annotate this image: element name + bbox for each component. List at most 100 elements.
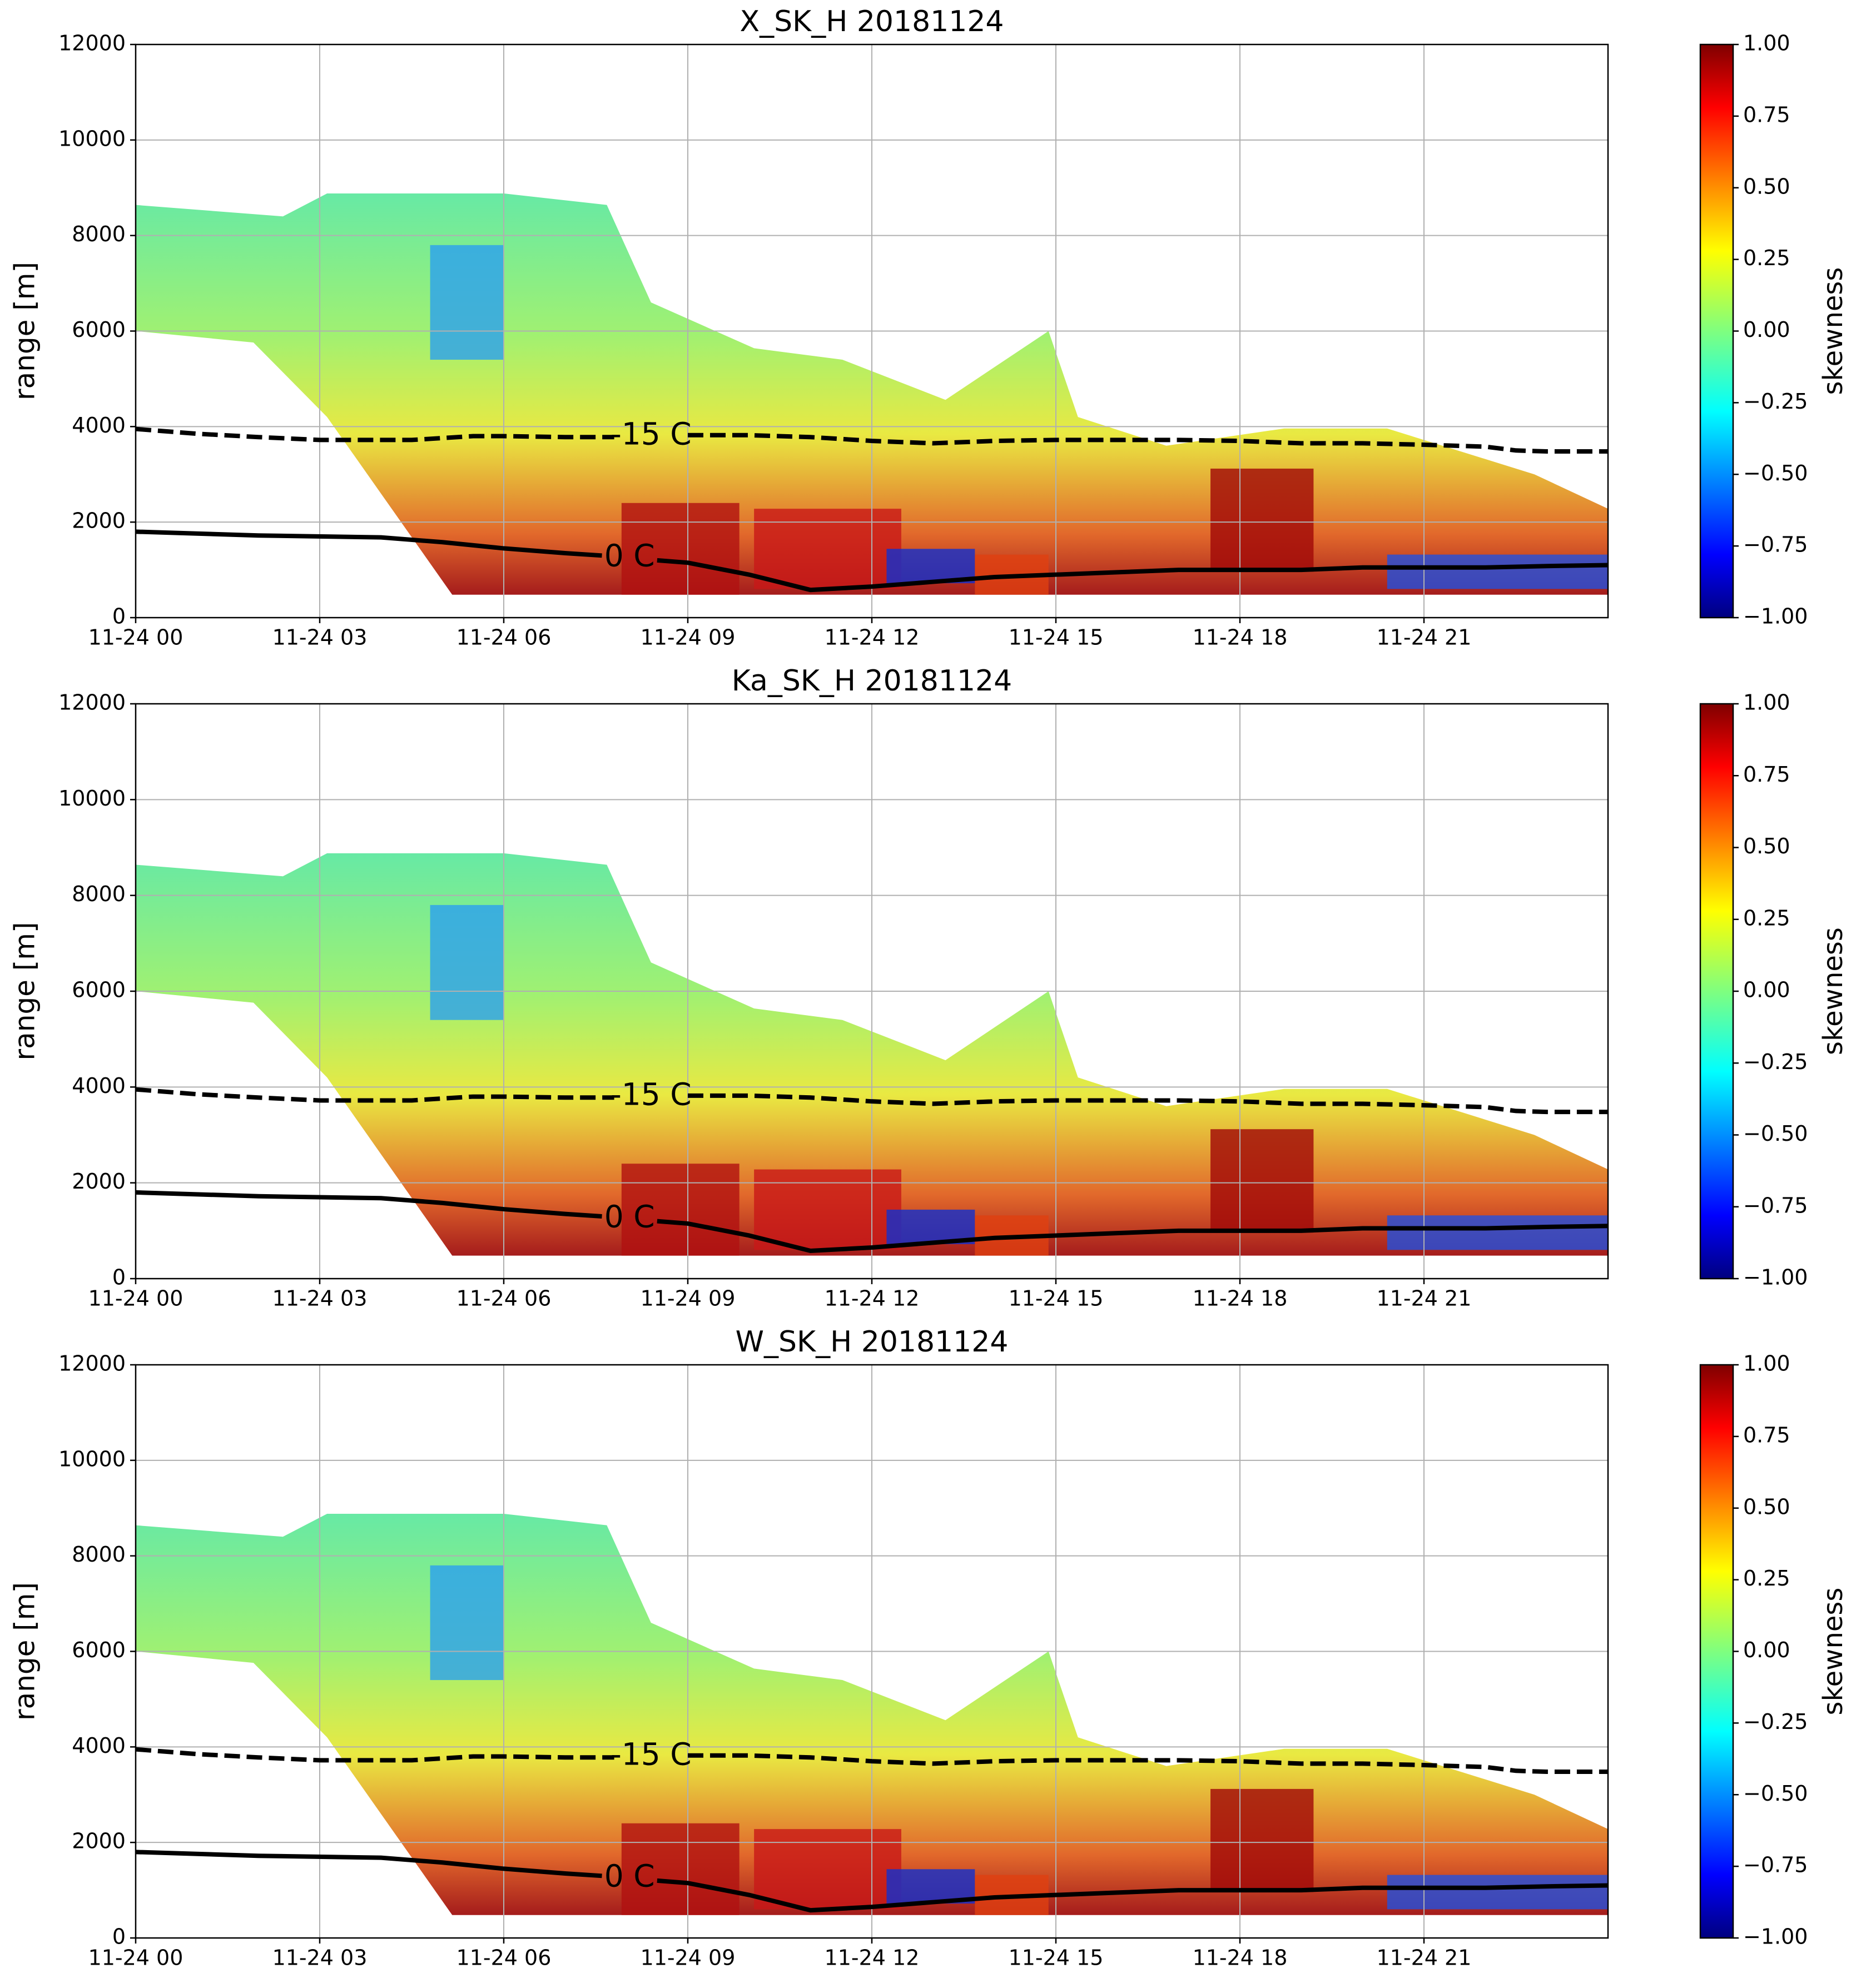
- y-tick-label: 8000: [72, 1542, 126, 1567]
- y-tick-label: 2000: [72, 1169, 126, 1194]
- colorbar-tick-label: −0.75: [1743, 1193, 1808, 1217]
- y-tick-label: 8000: [72, 882, 126, 906]
- colorbar-tick-label: 0.75: [1743, 1423, 1790, 1447]
- echo-blob: [621, 1823, 740, 1915]
- x-tick-label: 11-24 00: [88, 1286, 183, 1311]
- colorbar: [1699, 703, 1734, 1280]
- colorbar-tick-label: −1.00: [1743, 1925, 1808, 1949]
- x-tick-label: 11-24 06: [456, 625, 552, 650]
- plot-area: [136, 1365, 1608, 1938]
- x-tick-label: 11-24 03: [272, 1286, 368, 1311]
- colorbar-tick-label: 1.00: [1743, 690, 1790, 715]
- x-tick-label: 11-24 18: [1193, 625, 1288, 650]
- echo-blob: [430, 1565, 504, 1681]
- contour-label: 0 C: [604, 538, 655, 574]
- contour-label: 0 C: [604, 1858, 655, 1894]
- x-tick-label: 11-24 06: [456, 1286, 552, 1311]
- echo-blob: [1387, 554, 1608, 589]
- colorbar-tick-label: −0.50: [1743, 461, 1808, 485]
- colorbar-tick-label: 0.75: [1743, 762, 1790, 787]
- echo-blob: [430, 904, 504, 1020]
- colorbar-tick-label: 0.25: [1743, 1566, 1790, 1591]
- y-tick-label: 10000: [58, 1447, 126, 1471]
- y-tick-label: 4000: [72, 413, 126, 438]
- x-tick-label: 11-24 21: [1377, 1946, 1472, 1970]
- isotherm-line: [136, 1087, 1608, 1115]
- echo-blob: [621, 1164, 740, 1256]
- y-tick-label: 4000: [72, 1073, 126, 1098]
- y-axis-label: range [m]: [9, 262, 41, 400]
- colorbar-tick-label: −0.25: [1743, 1709, 1808, 1734]
- x-tick-label: 11-24 15: [1009, 1946, 1104, 1970]
- x-tick-label: 11-24 15: [1009, 625, 1104, 650]
- plot-area: [136, 704, 1608, 1279]
- x-tick-label: 11-24 12: [825, 1946, 920, 1970]
- colorbar-tick-label: −1.00: [1743, 604, 1808, 629]
- colorbar-tick-label: −0.50: [1743, 1781, 1808, 1806]
- contour-label: -15 C: [611, 416, 692, 452]
- colorbar-label: skewness: [1818, 1588, 1849, 1716]
- y-tick-label: 6000: [72, 317, 126, 342]
- colorbar-tick-label: 0.25: [1743, 246, 1790, 270]
- colorbar-tick-label: 0.00: [1743, 978, 1790, 1002]
- contour-label: -15 C: [611, 1737, 692, 1772]
- y-tick-label: 8000: [72, 222, 126, 246]
- x-tick-label: 11-24 15: [1009, 1286, 1104, 1311]
- x-tick-label: 11-24 18: [1193, 1946, 1288, 1970]
- plot-area: [136, 44, 1608, 618]
- echo-blob: [1387, 1875, 1608, 1910]
- echo-blob: [754, 509, 901, 589]
- echo-blob: [1210, 1129, 1314, 1233]
- chart-title: X_SK_H 20181124: [740, 5, 1004, 38]
- x-tick-label: 11-24 21: [1377, 1286, 1472, 1311]
- colorbar-tick-label: −1.00: [1743, 1265, 1808, 1290]
- isotherm-line: [136, 1747, 1608, 1775]
- isotherm-line: [136, 1850, 1608, 1913]
- x-tick-label: 11-24 06: [456, 1946, 552, 1970]
- y-tick-label: 0: [112, 604, 126, 629]
- colorbar-tick-label: −0.25: [1743, 389, 1808, 414]
- colorbar-tick-label: −0.75: [1743, 1853, 1808, 1877]
- y-tick-label: 2000: [72, 509, 126, 533]
- isotherm-line: [136, 1190, 1608, 1254]
- y-tick-label: 10000: [58, 126, 126, 151]
- x-tick-label: 11-24 12: [825, 1286, 920, 1311]
- colorbar-label: skewness: [1818, 927, 1849, 1055]
- colorbar-tick-label: 0.50: [1743, 1494, 1790, 1519]
- y-axis-label: range [m]: [9, 1582, 41, 1721]
- x-tick-label: 11-24 18: [1193, 1286, 1288, 1311]
- x-tick-label: 11-24 21: [1377, 625, 1472, 650]
- contour-label: 0 C: [604, 1199, 655, 1234]
- colorbar-tick-label: 1.00: [1743, 31, 1790, 56]
- colorbar-tick-label: −0.25: [1743, 1050, 1808, 1074]
- y-tick-label: 12000: [58, 31, 126, 56]
- y-tick-label: 0: [112, 1265, 126, 1290]
- chart-title: Ka_SK_H 20181124: [732, 664, 1012, 698]
- echo-blob: [621, 503, 740, 595]
- x-tick-label: 11-24 09: [641, 625, 736, 650]
- isotherm-line: [136, 529, 1608, 593]
- colorbar-tick-label: 0.75: [1743, 102, 1790, 127]
- echo-blob: [754, 1169, 901, 1250]
- echo-blob: [1387, 1215, 1608, 1250]
- colorbar-tick-label: 0.00: [1743, 317, 1790, 342]
- isotherm-line: [136, 426, 1608, 454]
- y-tick-label: 4000: [72, 1733, 126, 1758]
- y-tick-label: 12000: [58, 1351, 126, 1376]
- contour-label: -15 C: [611, 1077, 692, 1112]
- echo-blob: [1210, 468, 1314, 572]
- chart-title: W_SK_H 20181124: [736, 1325, 1009, 1359]
- x-tick-label: 11-24 03: [272, 625, 368, 650]
- y-tick-label: 12000: [58, 690, 126, 715]
- colorbar-tick-label: 0.50: [1743, 834, 1790, 858]
- colorbar-tick-label: −0.50: [1743, 1121, 1808, 1146]
- echo-blob: [754, 1829, 901, 1910]
- colorbar-tick-label: 0.00: [1743, 1638, 1790, 1662]
- y-tick-label: 10000: [58, 786, 126, 811]
- colorbar: [1699, 1364, 1734, 1939]
- echo-blob: [1210, 1788, 1314, 1892]
- y-axis-label: range [m]: [9, 922, 41, 1061]
- echo-blob: [430, 245, 504, 360]
- y-tick-label: 0: [112, 1925, 126, 1949]
